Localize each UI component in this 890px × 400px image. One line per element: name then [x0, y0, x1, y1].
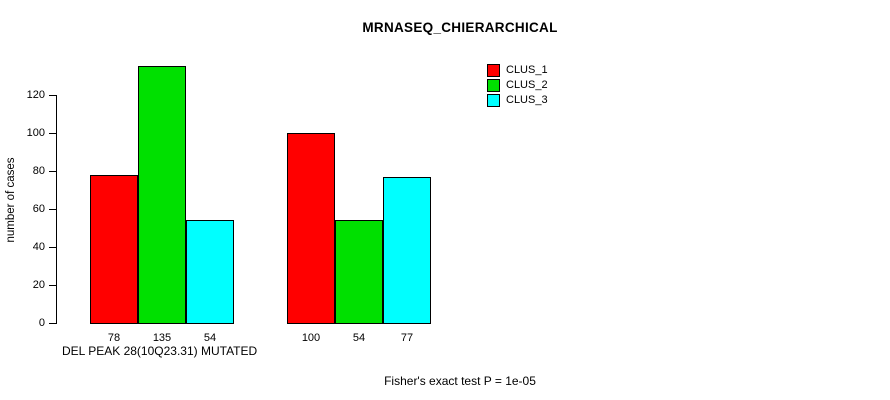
y-axis-tick-label: 100 [26, 127, 45, 139]
y-axis-tick-label: 0 [38, 317, 45, 329]
legend-label: CLUS_2 [506, 79, 548, 91]
chart-title: MRNASEQ_CHIERARCHICAL [362, 20, 558, 35]
y-axis-tick [49, 323, 56, 324]
y-axis-tick-label: 40 [32, 241, 45, 253]
y-axis-tick [49, 171, 56, 172]
y-axis-tick [49, 95, 56, 96]
bar-clus_3-group1 [186, 220, 234, 324]
legend-swatch-icon [487, 93, 500, 107]
bar-value-label: 77 [400, 332, 414, 344]
bar-clus_2-group1 [138, 66, 186, 324]
legend-label: CLUS_1 [506, 64, 548, 76]
y-axis-tick [49, 247, 56, 248]
legend-item-clus_1: CLUS_1 [487, 63, 548, 77]
x-axis-group-label: DEL PEAK 28(10Q23.31) MUTATED [62, 344, 258, 358]
legend-swatch-icon [487, 78, 500, 92]
bar-clus_1-group1 [90, 175, 138, 324]
bar-value-label: 54 [352, 332, 366, 344]
bar-clus_1-group2 [287, 133, 335, 324]
bar-clus_3-group2 [383, 177, 431, 324]
y-axis-tick-label: 20 [32, 279, 45, 291]
y-axis-tick [49, 133, 56, 134]
y-axis-line [56, 95, 57, 324]
y-axis-tick-label: 120 [26, 89, 45, 101]
y-axis-tick-label: 80 [32, 165, 45, 177]
y-axis-tick-label: 60 [32, 203, 45, 215]
fisher-test-annotation: Fisher's exact test P = 1e-05 [384, 374, 536, 388]
legend-swatch-icon [487, 63, 500, 77]
bar-value-label: 135 [152, 332, 172, 344]
legend-label: CLUS_3 [506, 94, 548, 106]
bar-value-label: 54 [203, 332, 217, 344]
bar-value-label: 100 [301, 332, 321, 344]
y-axis-tick [49, 209, 56, 210]
bar-clus_2-group2 [335, 220, 383, 324]
legend-item-clus_2: CLUS_2 [487, 78, 548, 92]
bar-value-label: 78 [107, 332, 121, 344]
legend-item-clus_3: CLUS_3 [487, 93, 548, 107]
y-axis-tick [49, 285, 56, 286]
legend: CLUS_1 CLUS_2 CLUS_3 [487, 63, 548, 108]
